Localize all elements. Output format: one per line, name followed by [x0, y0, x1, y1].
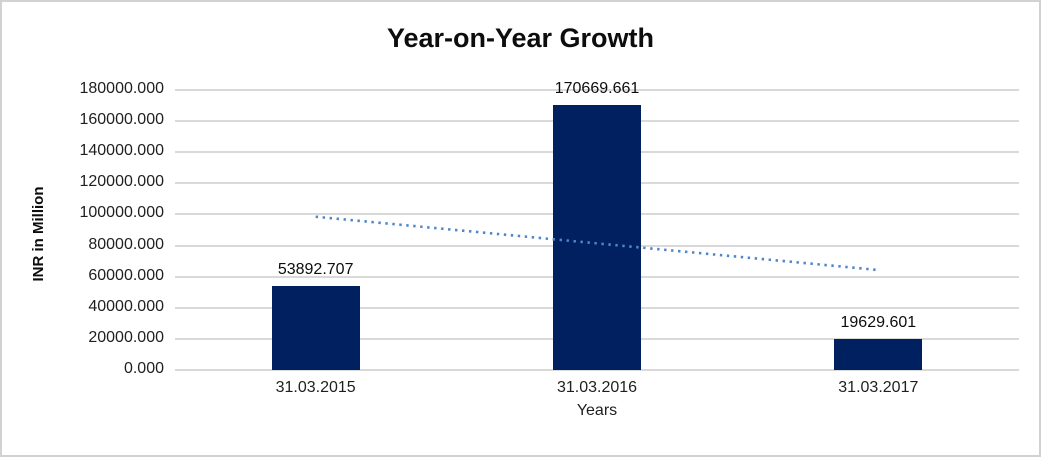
bar [834, 339, 923, 370]
data-label: 19629.601 [840, 314, 917, 332]
bar [271, 286, 360, 370]
y-tick-label: 40000.000 [88, 297, 164, 315]
y-tick-label: 80000.000 [88, 235, 164, 253]
x-tick-label: 31.03.2016 [556, 379, 638, 396]
trendline [315, 215, 879, 272]
data-label: 170669.661 [554, 79, 640, 97]
y-tick-label: 160000.000 [79, 111, 164, 129]
y-tick-label: 180000.000 [79, 80, 164, 97]
x-tick-label: 31.03.2015 [275, 379, 356, 396]
y-tick-label: 140000.000 [79, 142, 164, 160]
y-tick-label: 100000.000 [79, 204, 164, 222]
y-tick-label: 120000.000 [79, 173, 164, 191]
y-tick-label: 20000.000 [88, 328, 164, 346]
x-axis-title: Years [576, 402, 618, 419]
data-label: 53892.707 [277, 261, 354, 279]
chart-title: Year-on-Year Growth [386, 23, 655, 53]
y-tick-label: 60000.000 [88, 266, 164, 284]
gridline [175, 369, 1019, 371]
y-tick-label: 0.000 [123, 360, 164, 377]
gridline [175, 89, 1019, 91]
x-tick-label: 31.03.2017 [838, 379, 919, 396]
bar [553, 104, 641, 370]
